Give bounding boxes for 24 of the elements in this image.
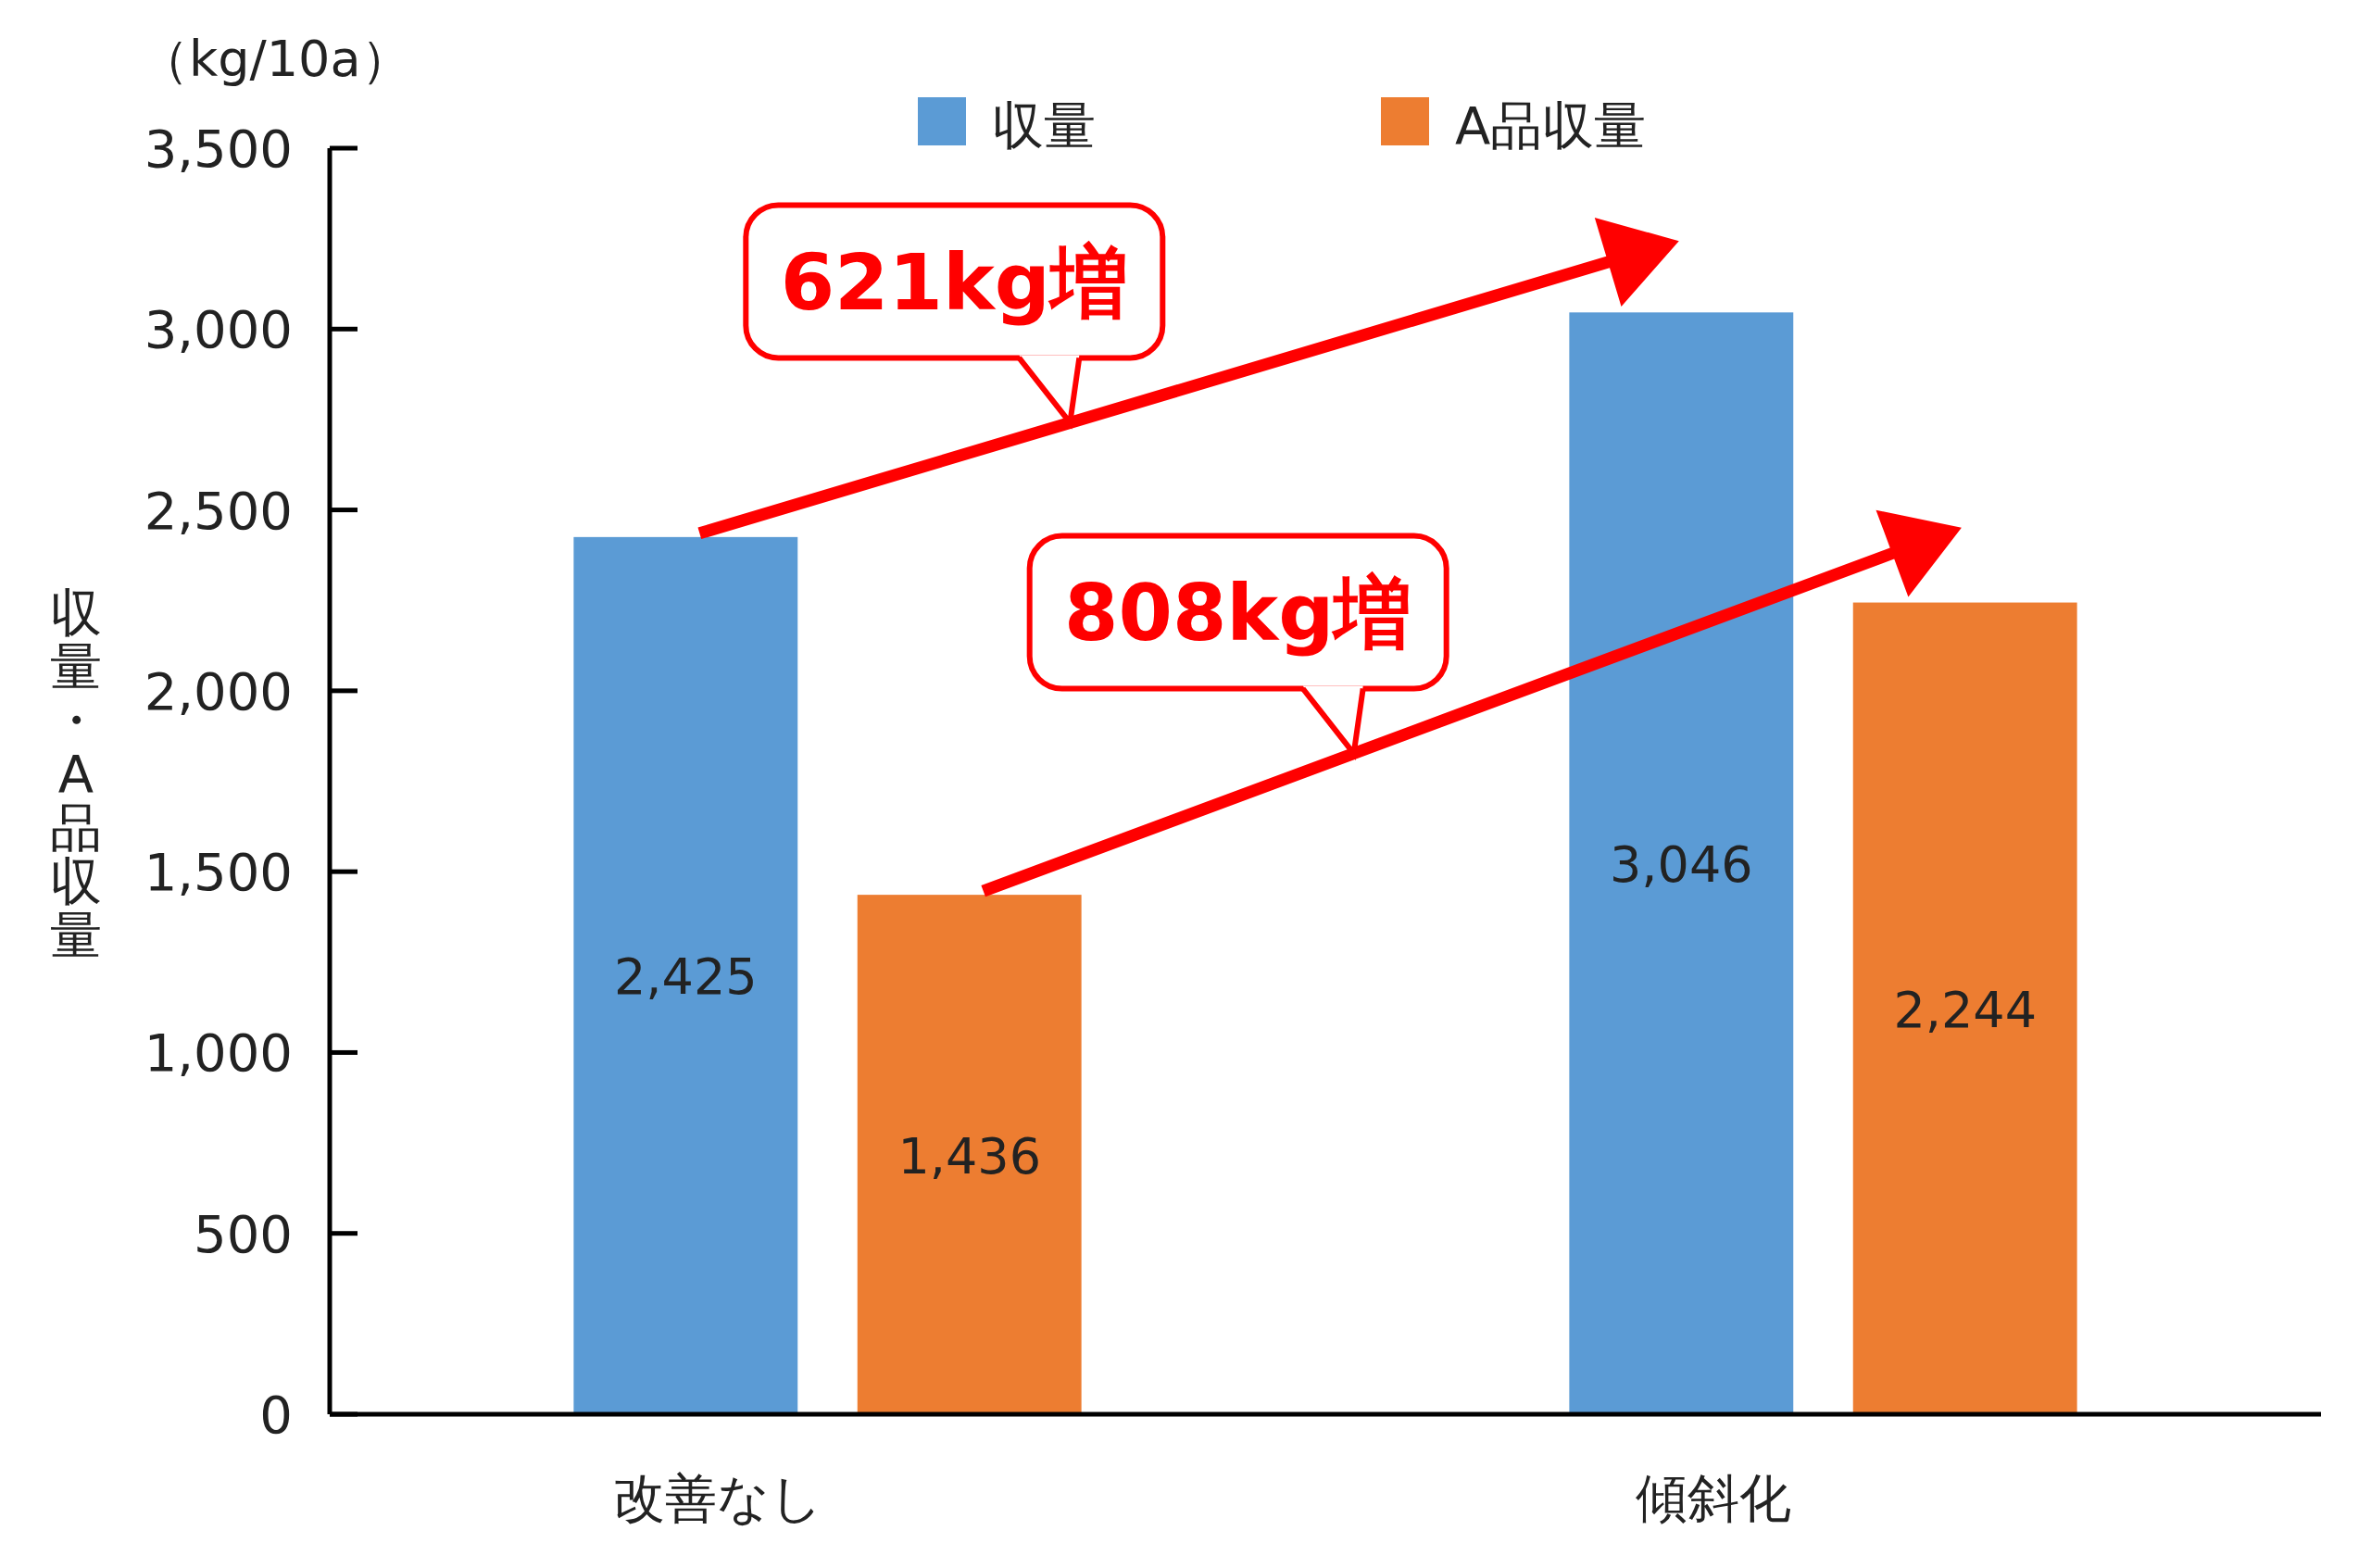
bar <box>857 895 1082 1414</box>
bar <box>1569 312 1794 1414</box>
annotation: 621kg増 <box>780 236 1128 328</box>
y-tick-label: 3,000 <box>144 299 293 360</box>
y-tick-label: 500 <box>194 1203 293 1264</box>
data-label: 3,046 <box>1610 835 1753 895</box>
bar <box>573 536 798 1414</box>
y-tick-label: 1,000 <box>144 1022 293 1084</box>
text: （kg/10a） <box>139 30 411 88</box>
y-tick-label: 1,500 <box>144 842 293 903</box>
y-tick-label: 2,500 <box>144 480 293 541</box>
y-tick-label: 3,500 <box>144 119 293 179</box>
x-tick-label: 改善なし <box>613 1468 823 1528</box>
legend-label: A品収量 <box>1455 95 1647 156</box>
y-tick-label: 2,000 <box>144 660 293 721</box>
y-tick-label: 0 <box>259 1385 293 1445</box>
x-tick-label: 傾斜化 <box>1636 1468 1792 1528</box>
data-label: 2,244 <box>1893 980 2037 1039</box>
data-label: 2,425 <box>614 947 758 1007</box>
data-label: 1,436 <box>897 1126 1041 1185</box>
bar <box>1852 602 2077 1414</box>
y-axis-title: 収量・A品収量 <box>50 582 102 965</box>
annotation: 808kg増 <box>1064 568 1412 659</box>
legend-label: 収量 <box>992 95 1096 156</box>
